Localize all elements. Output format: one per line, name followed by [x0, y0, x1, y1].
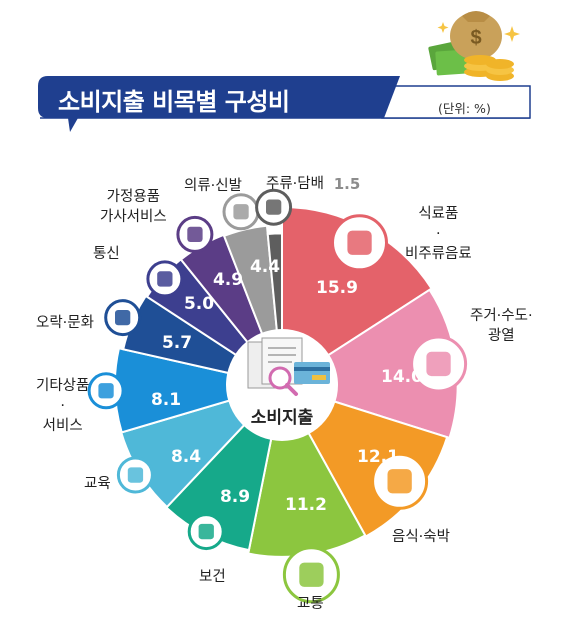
phone-icon [146, 260, 184, 298]
category-label-dining: 음식·숙박 [392, 529, 450, 545]
value-label-household: 4.9 [212, 270, 244, 290]
money-bag-icon: $ [428, 11, 520, 81]
value-label-housing: 14.0 [381, 367, 423, 387]
shirt-icon [222, 193, 260, 231]
appliance-icon [176, 215, 214, 253]
value-label-clothing: 4.4 [249, 257, 281, 277]
graduation-icon [116, 456, 154, 494]
value-label-transport: 11.2 [285, 495, 327, 515]
category-label-clothing: 의류·신발 [184, 178, 242, 194]
value-label-dining: 12.1 [357, 447, 399, 467]
value-label-other: 8.1 [150, 390, 182, 410]
category-label-housing: 주거·수도· 광열 [470, 308, 533, 344]
category-label-transport: 교통 [297, 596, 324, 612]
category-icons [87, 188, 468, 604]
category-label-household: 가정용품 가사서비스 [100, 189, 167, 225]
grocery-icon [331, 214, 388, 272]
car-icon [282, 546, 340, 604]
category-label-communication: 통신 [93, 246, 120, 262]
value-label-recreation: 5.7 [161, 333, 193, 353]
title-banner [38, 76, 531, 132]
documents-icon [247, 337, 330, 396]
category-label-grocery: 식료품 · 비주류음료 [405, 206, 472, 262]
value-label-communication: 5.0 [183, 294, 215, 314]
bottle-icon [255, 188, 293, 226]
value-label-education: 8.4 [170, 447, 202, 467]
popcorn-icon [104, 299, 142, 337]
svg-text:$: $ [470, 27, 481, 49]
page-title: 소비지출 비목별 구성비 [58, 88, 290, 116]
category-label-other: 기타상품 · 서비스 [36, 378, 90, 434]
value-label-alcohol: 1.5 [333, 175, 361, 193]
value-label-grocery: 15.9 [316, 278, 358, 298]
category-label-health: 보건 [199, 569, 226, 585]
category-label-recreation: 오락·문화 [36, 315, 94, 331]
scissors-icon [87, 372, 125, 410]
value-label-health: 8.9 [219, 487, 251, 507]
first-aid-icon [187, 513, 225, 551]
house-icon [410, 335, 468, 393]
center-label: 소비지출 [250, 408, 314, 428]
unit-label: (단위: %) [438, 101, 491, 116]
food-plate-icon [371, 452, 429, 510]
category-label-alcohol: 주류·담배 [266, 176, 324, 192]
category-label-education: 교육 [84, 476, 111, 492]
